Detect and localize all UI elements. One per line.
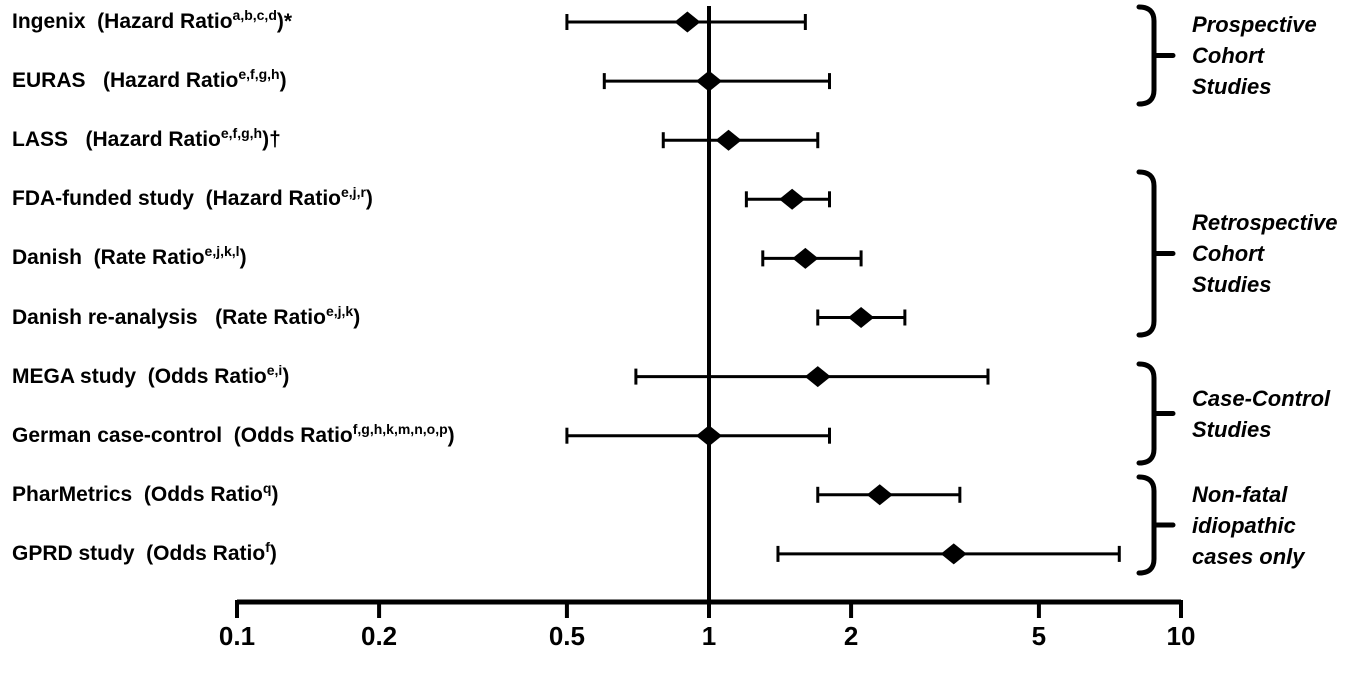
group-label-line: cases only (1192, 543, 1305, 569)
study-label-text: FDA-funded study (Hazard Ratio (12, 187, 341, 211)
estimate-diamond (940, 543, 967, 565)
group-label-line: Studies (1192, 272, 1272, 297)
group-label-line: Case-Control (1192, 385, 1331, 411)
study-label-text: LASS (Hazard Ratio (12, 128, 221, 152)
study-label-text: GPRD study (Odds Ratio (12, 541, 266, 565)
study-label-text: Danish re-analysis (Rate Ratio (12, 305, 326, 329)
study-label: GPRD study (Odds Ratiof) (12, 539, 277, 569)
x-axis-tick-label: 10 (1166, 621, 1196, 651)
estimate-diamond (696, 425, 722, 447)
study-label-suffix: ) (269, 541, 277, 565)
group-label-line: Studies (1192, 416, 1272, 442)
study-label-suffix: )† (262, 128, 281, 152)
x-axis-tick-label: 1 (701, 621, 717, 651)
study-label-superscript: e,f,g,h (220, 125, 263, 142)
study-label: LASS (Hazard Ratioe,f,g,h)† (12, 125, 281, 155)
study-label-text: Ingenix (Hazard Ratio (12, 10, 233, 33)
study-label: German case-control (Odds Ratiof,g,h,k,m… (12, 421, 455, 451)
estimate-diamond (866, 484, 893, 506)
study-label-suffix: ) (447, 423, 455, 447)
study-label-text: German case-control (Odds Ratio (12, 423, 353, 447)
study-label-superscript: e,j,k (325, 302, 354, 319)
study-label-superscript: e,j,k,l (204, 243, 240, 260)
estimate-diamond (674, 11, 701, 33)
study-label-superscript: q (262, 479, 272, 496)
group-label-line: Cohort (1192, 241, 1265, 266)
estimate-diamond (779, 188, 806, 210)
study-label-superscript: f,g,h,k,m,n,o,p (352, 420, 448, 437)
x-axis-tick-label: 0.5 (548, 621, 585, 651)
study-label-superscript: f (265, 538, 270, 555)
study-label-superscript: e,f,g,h (238, 66, 280, 83)
study-label-suffix: ) (365, 187, 373, 211)
study-label: MEGA study (Odds Ratioe,i) (12, 362, 289, 392)
study-label-text: PharMetrics (Odds Ratio (12, 482, 263, 506)
study-label-suffix: ) (282, 364, 290, 388)
study-label-superscript: e,j,r (341, 184, 366, 201)
study-label-text: MEGA study (Odds Ratio (12, 364, 267, 388)
group-label-line: Non-fatal (1192, 481, 1288, 507)
study-label: Danish (Rate Ratioe,j,k,l) (12, 243, 247, 273)
study-label-suffix: ) (239, 246, 247, 270)
group-label-line: idiopathic (1192, 512, 1296, 538)
study-label: Danish re-analysis (Rate Ratioe,j,k) (12, 303, 360, 333)
x-axis-tick-label: 0.1 (218, 621, 256, 651)
x-axis-tick-label: 5 (1031, 621, 1047, 651)
study-label-superscript: a,b,c,d (232, 7, 277, 23)
study-label: EURAS (Hazard Ratioe,f,g,h) (12, 66, 287, 96)
group-label-line: Cohort (1192, 43, 1265, 68)
study-label-suffix: )* (276, 10, 293, 33)
group-label-line: Retrospective (1192, 210, 1338, 235)
study-label-text: Danish (Rate Ratio (12, 246, 205, 270)
study-label-suffix: ) (353, 305, 361, 329)
x-axis-tick-label: 2 (843, 621, 859, 651)
study-label-text: EURAS (Hazard Ratio (12, 69, 239, 93)
study-label: FDA-funded study (Hazard Ratioe,j,r) (12, 184, 373, 214)
estimate-diamond (792, 247, 819, 269)
estimate-diamond (804, 366, 831, 388)
group-label-line: Studies (1192, 74, 1272, 99)
study-label: PharMetrics (Odds Ratioq) (12, 480, 278, 510)
study-label: Ingenix (Hazard Ratioa,b,c,d)* (12, 7, 292, 37)
estimate-diamond (715, 129, 742, 151)
study-label-suffix: ) (279, 69, 287, 93)
x-axis-tick-label: 0.2 (361, 621, 398, 651)
estimate-diamond (696, 70, 722, 92)
study-label-suffix: ) (271, 482, 279, 506)
group-label-line: Prospective (1192, 12, 1317, 37)
estimate-diamond (848, 307, 875, 328)
study-label-superscript: e,i (266, 361, 283, 378)
